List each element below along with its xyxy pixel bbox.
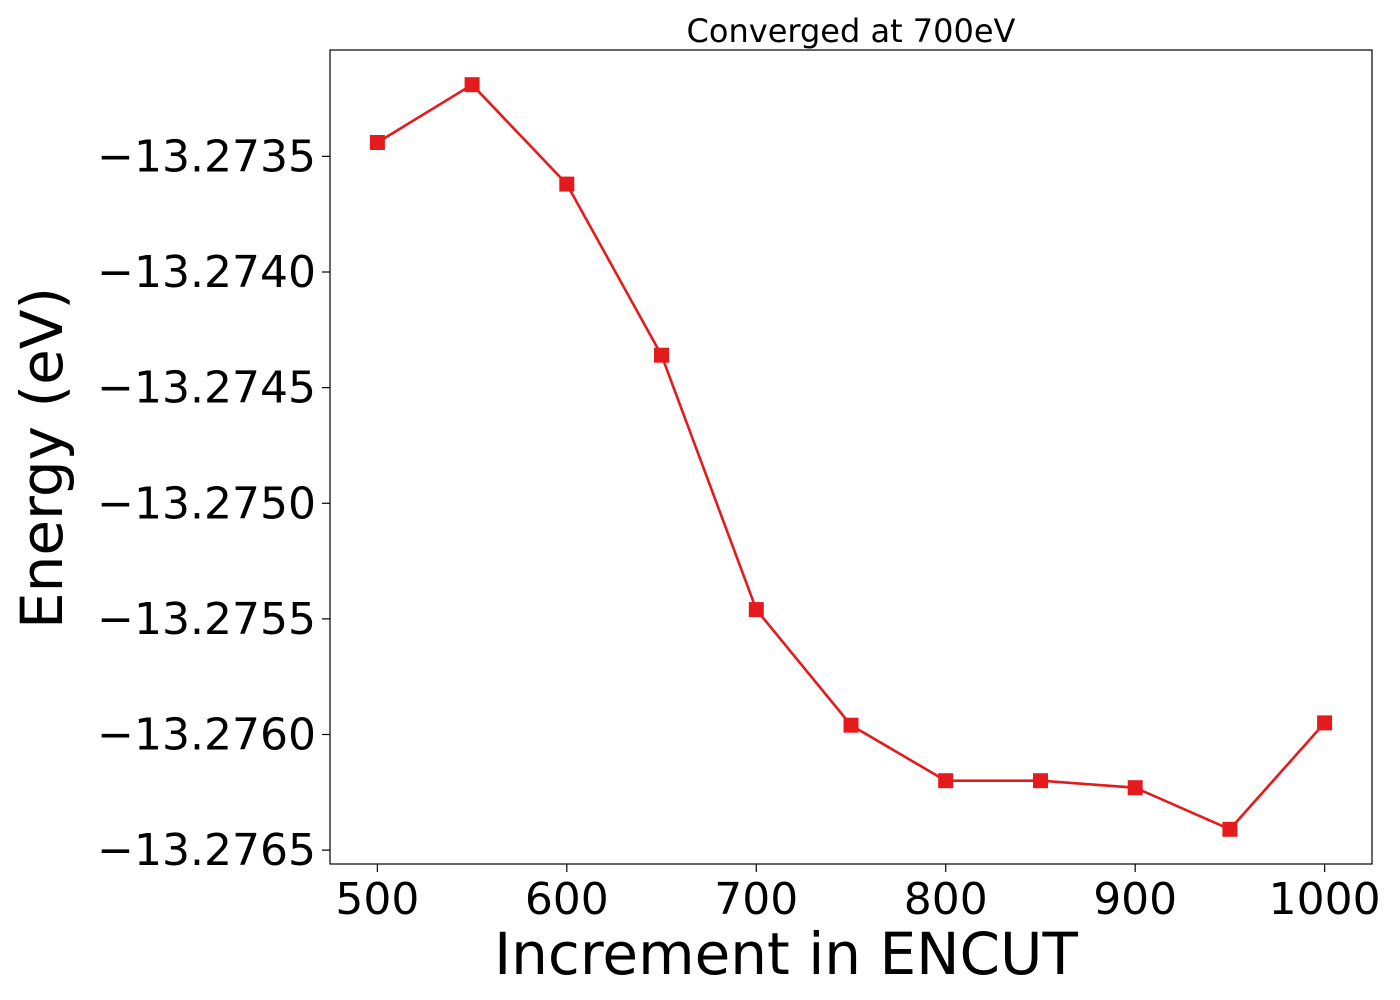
x-tick-label: 900 [1093,874,1177,925]
data-point-800 [938,773,954,789]
data-point-1000 [1317,715,1333,731]
y-tick-label: −13.2755 [97,594,316,645]
x-tick-label: 700 [714,874,798,925]
y-tick-label: −13.2740 [97,247,316,298]
y-tick-label: −13.2735 [97,131,316,182]
data-point-750 [843,717,859,733]
x-axis-label: Increment in ENCUT [494,920,1078,988]
data-point-900 [1127,780,1143,796]
data-point-550 [464,77,480,93]
x-tick-label: 1000 [1269,874,1381,925]
y-axis-label: Energy (eV) [8,287,76,629]
y-tick-label: −13.2765 [97,825,316,876]
data-point-500 [369,135,385,150]
y-tick-label: −13.2745 [97,363,316,414]
x-axis: 500 600 700 800 900 1000 [335,864,1381,925]
y-axis: −13.2735 −13.2740 −13.2745 −13.2750 −13.2755… [97,131,330,876]
data-point-700 [748,602,764,618]
plot-area [329,49,1373,865]
x-tick-label: 600 [525,874,609,925]
x-tick-label: 500 [335,874,419,925]
data-point-650 [654,347,669,363]
x-tick-label: 800 [904,874,988,925]
y-tick-label: −13.2760 [97,710,316,761]
data-point-850 [1033,773,1048,789]
data-point-600 [559,176,575,192]
series-layer [369,77,1333,837]
y-tick-label: −13.2750 [97,478,316,529]
data-point-950 [1222,821,1238,837]
chart-title: Converged at 700eV [687,12,1016,50]
